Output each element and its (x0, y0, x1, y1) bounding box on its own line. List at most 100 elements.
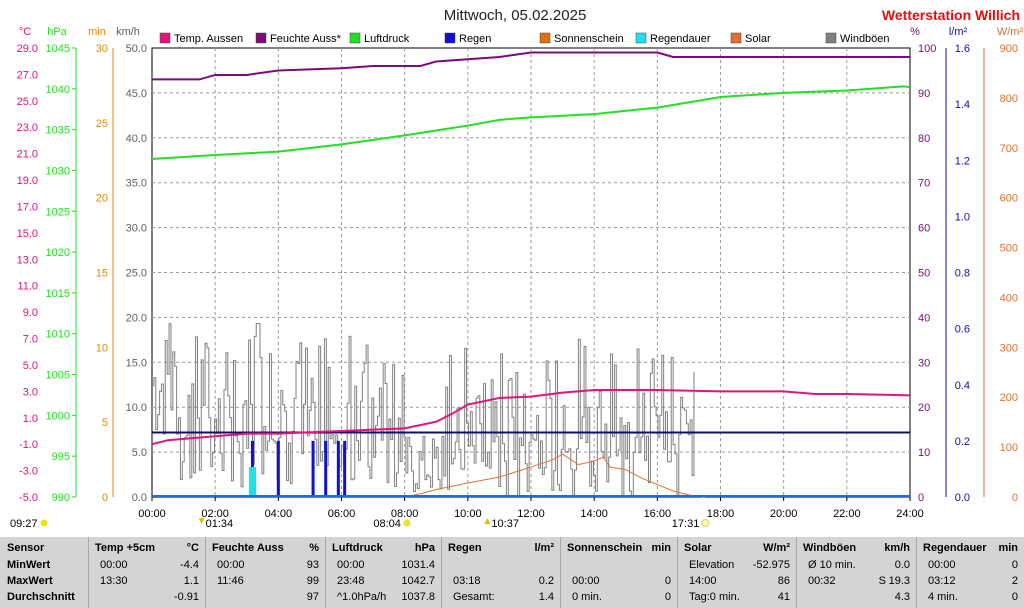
lm2-axis-tick: 0.2 (955, 436, 970, 448)
rain-bar (276, 440, 280, 497)
wm2-axis-tick: 600 (1000, 193, 1018, 205)
lm2-axis-tick: 0.4 (955, 380, 970, 392)
summary-value: 2 (1011, 575, 1018, 587)
pct-axis-tick: 30 (918, 357, 930, 369)
moon-down-icon (198, 518, 205, 524)
summary-unit: km/h (884, 542, 910, 554)
moon-up-icon (484, 518, 491, 524)
summary-separator (441, 537, 442, 608)
hpa-axis-tick: 1035 (46, 125, 70, 137)
legend-label: Temp. Aussen (174, 33, 243, 45)
summary-label: 13:30 (100, 575, 128, 587)
lm2-axis-tick: 1.6 (955, 43, 970, 55)
summary-label: Elevation (689, 559, 735, 571)
summary-col: Regen l/m² 03:18 0.2 Gesamt: 1.4 (441, 537, 560, 608)
temp-axis-tick: 5.0 (23, 360, 38, 372)
kmh-axis-tick: 25.0 (126, 268, 147, 280)
summary-separator (677, 537, 678, 608)
marker-label: 17:31 (672, 518, 700, 530)
temp-axis-tick: 29.0 (17, 43, 38, 55)
legend-swatch (539, 32, 551, 44)
temp-axis-tick: -3.0 (19, 466, 38, 478)
legend-swatch (349, 32, 361, 44)
pct-axis-tick: 20 (918, 402, 930, 414)
min-axis-tick: 0 (102, 492, 108, 504)
wm2-axis-tick: 800 (1000, 93, 1018, 105)
axes-group: °C 29.0 27.0 25.0 23.0 21.0 19.0 17.0 15.0 13.0 11… (17, 26, 1024, 520)
summary-value: 4.3 (894, 591, 910, 603)
summary-table: Sensor MinWert MaxWert Durchschnitt Temp +5c… (0, 537, 1024, 608)
summary-header: Windböen (803, 542, 857, 554)
marker-sun: 08:04 (373, 518, 411, 530)
temp-axis-tick: 23.0 (17, 122, 38, 134)
raindur-bar (252, 467, 257, 497)
temp-axis-tick: 13.0 (17, 254, 38, 266)
summary-label: 00:00 (928, 559, 956, 571)
summary-value: 0.0 (894, 559, 910, 571)
kmh-axis-tick: 0.0 (132, 492, 147, 504)
summary-header: Regen (448, 542, 482, 554)
wm2-axis-tick: 400 (1000, 292, 1018, 304)
temp-axis-tick: 21.0 (17, 149, 38, 161)
legend-item: Regen (444, 32, 491, 45)
kmh-axis-tick: 15.0 (126, 357, 147, 369)
wm2-axis-tick: 300 (1000, 342, 1018, 354)
summary-col: Feuchte Auss% 00:00 93 11:46 99 97 (205, 537, 325, 608)
summary-value: 0 (1011, 591, 1018, 603)
temp-axis-tick: 19.0 (17, 175, 38, 187)
summary-value: 1042.7 (401, 575, 435, 587)
raindur-bar (248, 467, 253, 497)
summary-header: Sonnenschein (567, 542, 643, 554)
x-tick-label: 14:00 (580, 508, 608, 520)
pct-axis-tick: 50 (918, 268, 930, 280)
wm2-axis-tick: 900 (1000, 43, 1018, 55)
summary-header: Regendauer (923, 542, 987, 554)
summary-col: Luftdruck hPa 00:00 1031.4 23:48 1042.7 ^1.0hP… (325, 537, 441, 608)
summary-value: 1.1 (183, 575, 199, 587)
summary-value: 99 (306, 575, 319, 587)
summary-unit: hPa (414, 542, 435, 554)
legend-item: Solar (730, 32, 771, 45)
legend-swatch (444, 32, 456, 44)
kmh-axis-tick: 5.0 (132, 447, 147, 459)
pct-axis-tick: 70 (918, 178, 930, 190)
summary-label: 03:12 (928, 575, 956, 587)
summary-value: -52.975 (752, 559, 790, 571)
kmh-axis-tick: 45.0 (126, 88, 147, 100)
summary-unit: % (309, 542, 319, 554)
chart-title: Mittwoch, 05.02.2025 (444, 7, 587, 24)
legend-swatch (635, 32, 647, 44)
summary-col: Sensor MinWert MaxWert Durchschnitt (0, 537, 88, 608)
marker-sun: 09:27 (10, 518, 48, 530)
summary-label: 00:00 (100, 559, 128, 571)
x-tick-label: 08:00 (391, 508, 419, 520)
x-tick-label: 00:00 (138, 508, 166, 520)
x-tick-label: 22:00 (833, 508, 861, 520)
summary-label: Gesamt: (453, 591, 495, 603)
legend-label: Sonnenschein (554, 33, 624, 45)
summary-label: Tag:0 min. (689, 591, 740, 603)
wm2-axis-unit: W/m² (997, 26, 1024, 38)
summary-label: ^1.0hPa/h (337, 591, 387, 603)
series-group (151, 51, 911, 498)
kmh-axis-tick: 35.0 (126, 178, 147, 190)
summary-label: 14:00 (689, 575, 717, 587)
marker-sun-set: 17:31 (672, 518, 710, 530)
pct-axis-tick: 100 (918, 43, 936, 55)
temp-axis-tick: 9.0 (23, 307, 38, 319)
hpa-axis-tick: 995 (52, 451, 70, 463)
summary-label: 00:00 (337, 559, 365, 571)
temp-axis-unit: °C (19, 26, 31, 38)
pct-axis-tick: 40 (918, 312, 930, 324)
kmh-axis-unit: km/h (116, 26, 140, 38)
series-pressure (151, 85, 911, 161)
pct-axis-tick: 10 (918, 447, 930, 459)
min-axis-tick: 5 (102, 417, 108, 429)
summary-col: Regendauer min 00:00 0 03:12 2 4 min. 0 (916, 537, 1024, 608)
x-tick-label: 04:00 (265, 508, 293, 520)
temp-axis-tick: 1.0 (23, 413, 38, 425)
kmh-axis-tick: 10.0 (126, 402, 147, 414)
hpa-axis-tick: 1005 (46, 370, 70, 382)
legend: Temp. Aussen Feuchte Auss* Luftdruck Regen S… (159, 32, 890, 45)
summary-unit: min (651, 542, 671, 554)
